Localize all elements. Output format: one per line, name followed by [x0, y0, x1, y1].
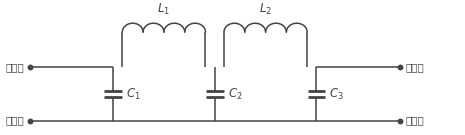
Text: 接地端: 接地端	[405, 116, 424, 126]
Point	[26, 66, 33, 69]
Text: 接地端: 接地端	[6, 116, 24, 126]
Text: $C_2$: $C_2$	[228, 86, 242, 102]
Text: $C_3$: $C_3$	[329, 86, 344, 102]
Point	[26, 119, 33, 122]
Text: 输入端: 输入端	[6, 63, 24, 72]
Point	[396, 119, 403, 122]
Text: 输出端: 输出端	[405, 63, 424, 72]
Text: $C_1$: $C_1$	[126, 86, 141, 102]
Text: $L_2$: $L_2$	[259, 2, 272, 17]
Point	[396, 66, 403, 69]
Text: $L_1$: $L_1$	[157, 2, 170, 17]
